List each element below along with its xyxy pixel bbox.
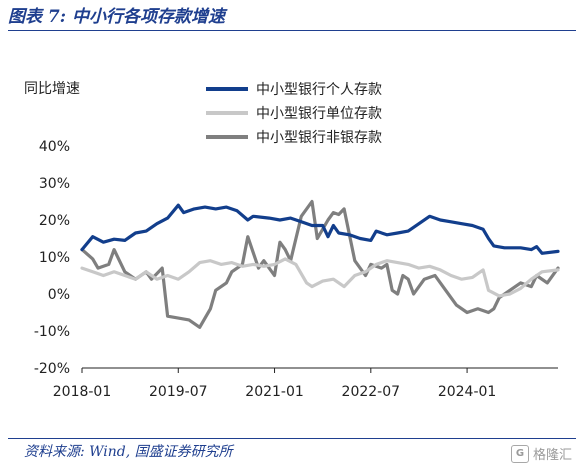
chart-title: 图表 7: 中小行各项存款增速 — [8, 7, 225, 27]
y-tick-label: -10% — [34, 324, 70, 340]
x-tick-label: 2018-01 — [53, 384, 112, 400]
x-axis-ticks: 2018-01 2019-07 2021-01 2022-07 2024-01 — [53, 368, 497, 400]
y-tick-label: 30% — [39, 176, 70, 192]
x-tick-label: 2021-01 — [245, 384, 304, 400]
footer-divider — [8, 438, 576, 439]
y-tick-label: 0% — [48, 287, 70, 303]
series-line-1 — [80, 203, 560, 255]
gelonghui-logo-icon: G — [510, 444, 529, 463]
y-axis-ticks: -20% -10% 0% 10% 20% 30% 40% — [34, 139, 70, 377]
legend-label: 中小型银行单位存款 — [256, 106, 382, 122]
y-tick-label: 40% — [39, 139, 70, 155]
x-tick-label: 2024-01 — [438, 384, 497, 400]
series-line-2 — [80, 257, 560, 298]
title-divider — [8, 30, 576, 31]
legend-label: 中小型银行个人存款 — [256, 82, 382, 98]
line-chart: 同比增速 -20% -10% 0% 10% 20% 30% 40% 2018-01 2019-… — [24, 81, 560, 400]
y-tick-label: 10% — [39, 250, 70, 266]
y-axis-label: 同比增速 — [24, 81, 80, 97]
source-note: 资料来源: Wind, 国盛证券研究所 — [24, 444, 233, 460]
y-tick-label: -20% — [34, 361, 70, 377]
plot-series — [80, 199, 560, 329]
x-tick-label: 2019-07 — [149, 384, 208, 400]
series-line-3 — [80, 199, 560, 329]
watermark: G 格隆汇 — [510, 444, 572, 463]
y-tick-label: 20% — [39, 213, 70, 229]
legend-label: 中小型银行非银存款 — [256, 130, 382, 146]
x-tick-label: 2022-07 — [342, 384, 401, 400]
watermark-text: 格隆汇 — [532, 448, 572, 463]
